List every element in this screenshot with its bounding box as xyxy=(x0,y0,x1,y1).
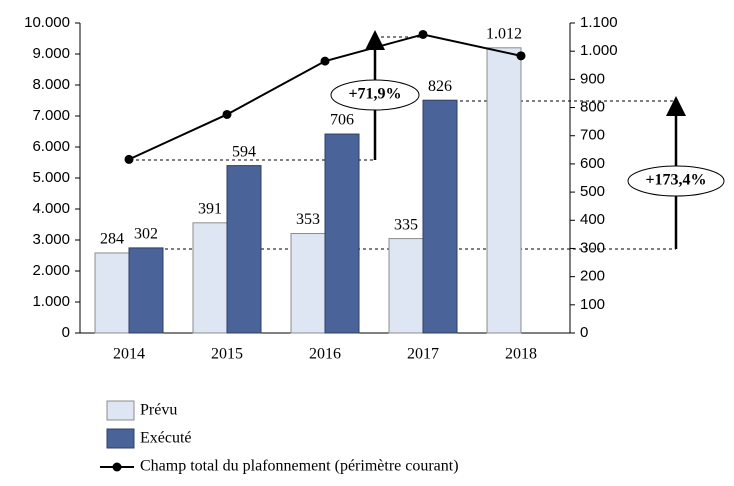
x-tick-label: 2014 xyxy=(113,346,145,363)
y-tick-label: 9.000 xyxy=(32,45,70,62)
bar xyxy=(324,133,360,334)
legend-label: Champ total du plafonnement (périmètre c… xyxy=(140,458,459,475)
x-tick-label: 2018 xyxy=(505,346,537,363)
line-point xyxy=(222,109,232,119)
data-label: 1.012 xyxy=(486,25,522,42)
legend-swatch xyxy=(106,428,135,449)
y-tick-label: 3.000 xyxy=(32,231,70,248)
y2-tick-label: 300 xyxy=(580,239,605,256)
bar xyxy=(226,165,262,334)
y2-tick-label: 1.000 xyxy=(580,42,618,59)
line-point xyxy=(124,154,134,164)
y2-tick-label: 800 xyxy=(580,99,605,116)
y-tick-label: 10.000 xyxy=(24,14,70,31)
y-tick-label: 0 xyxy=(62,324,70,341)
y-tick-label: 6.000 xyxy=(32,138,70,155)
data-label: 353 xyxy=(296,211,320,228)
y2-tick-label: 100 xyxy=(580,296,605,313)
y-tick-label: 7.000 xyxy=(32,107,70,124)
annotation: +71,9% xyxy=(348,86,401,103)
annotation-bubble xyxy=(330,79,420,111)
y2-tick-label: 600 xyxy=(580,155,605,172)
data-label: 284 xyxy=(100,231,124,248)
y-tick-label: 5.000 xyxy=(32,169,70,186)
legend-swatch xyxy=(106,400,135,421)
bar xyxy=(192,222,228,334)
data-label: 391 xyxy=(198,200,222,217)
y2-tick-label: 700 xyxy=(580,127,605,144)
bar xyxy=(94,252,130,334)
y2-tick-label: 200 xyxy=(580,268,605,285)
bar xyxy=(388,238,424,334)
legend-label: Prévu xyxy=(140,402,177,419)
data-label: 826 xyxy=(428,78,452,95)
y2-tick-label: 0 xyxy=(580,324,588,341)
bar xyxy=(422,99,458,334)
bar xyxy=(290,233,326,334)
y2-tick-label: 900 xyxy=(580,70,605,87)
y2-tick-label: 400 xyxy=(580,211,605,228)
bar xyxy=(486,47,522,334)
annotation-bubble xyxy=(627,165,725,197)
annotation: +173,4% xyxy=(645,172,706,189)
legend-marker xyxy=(112,462,122,472)
legend-label: Exécuté xyxy=(140,430,192,447)
x-tick-label: 2017 xyxy=(407,346,439,363)
data-label: 706 xyxy=(330,112,354,129)
x-tick-label: 2016 xyxy=(309,346,341,363)
line-point xyxy=(516,51,526,61)
y-tick-label: 2.000 xyxy=(32,262,70,279)
y2-tick-label: 500 xyxy=(580,183,605,200)
y2-tick-label: 1.100 xyxy=(580,14,618,31)
line-point xyxy=(418,29,428,39)
y-tick-label: 8.000 xyxy=(32,76,70,93)
y-tick-label: 1.000 xyxy=(32,293,70,310)
data-label: 594 xyxy=(232,143,256,160)
data-label: 335 xyxy=(394,216,418,233)
y-tick-label: 4.000 xyxy=(32,200,70,217)
line-point xyxy=(320,56,330,66)
x-tick-label: 2015 xyxy=(211,346,243,363)
data-label: 302 xyxy=(134,226,158,243)
bar xyxy=(128,247,164,334)
